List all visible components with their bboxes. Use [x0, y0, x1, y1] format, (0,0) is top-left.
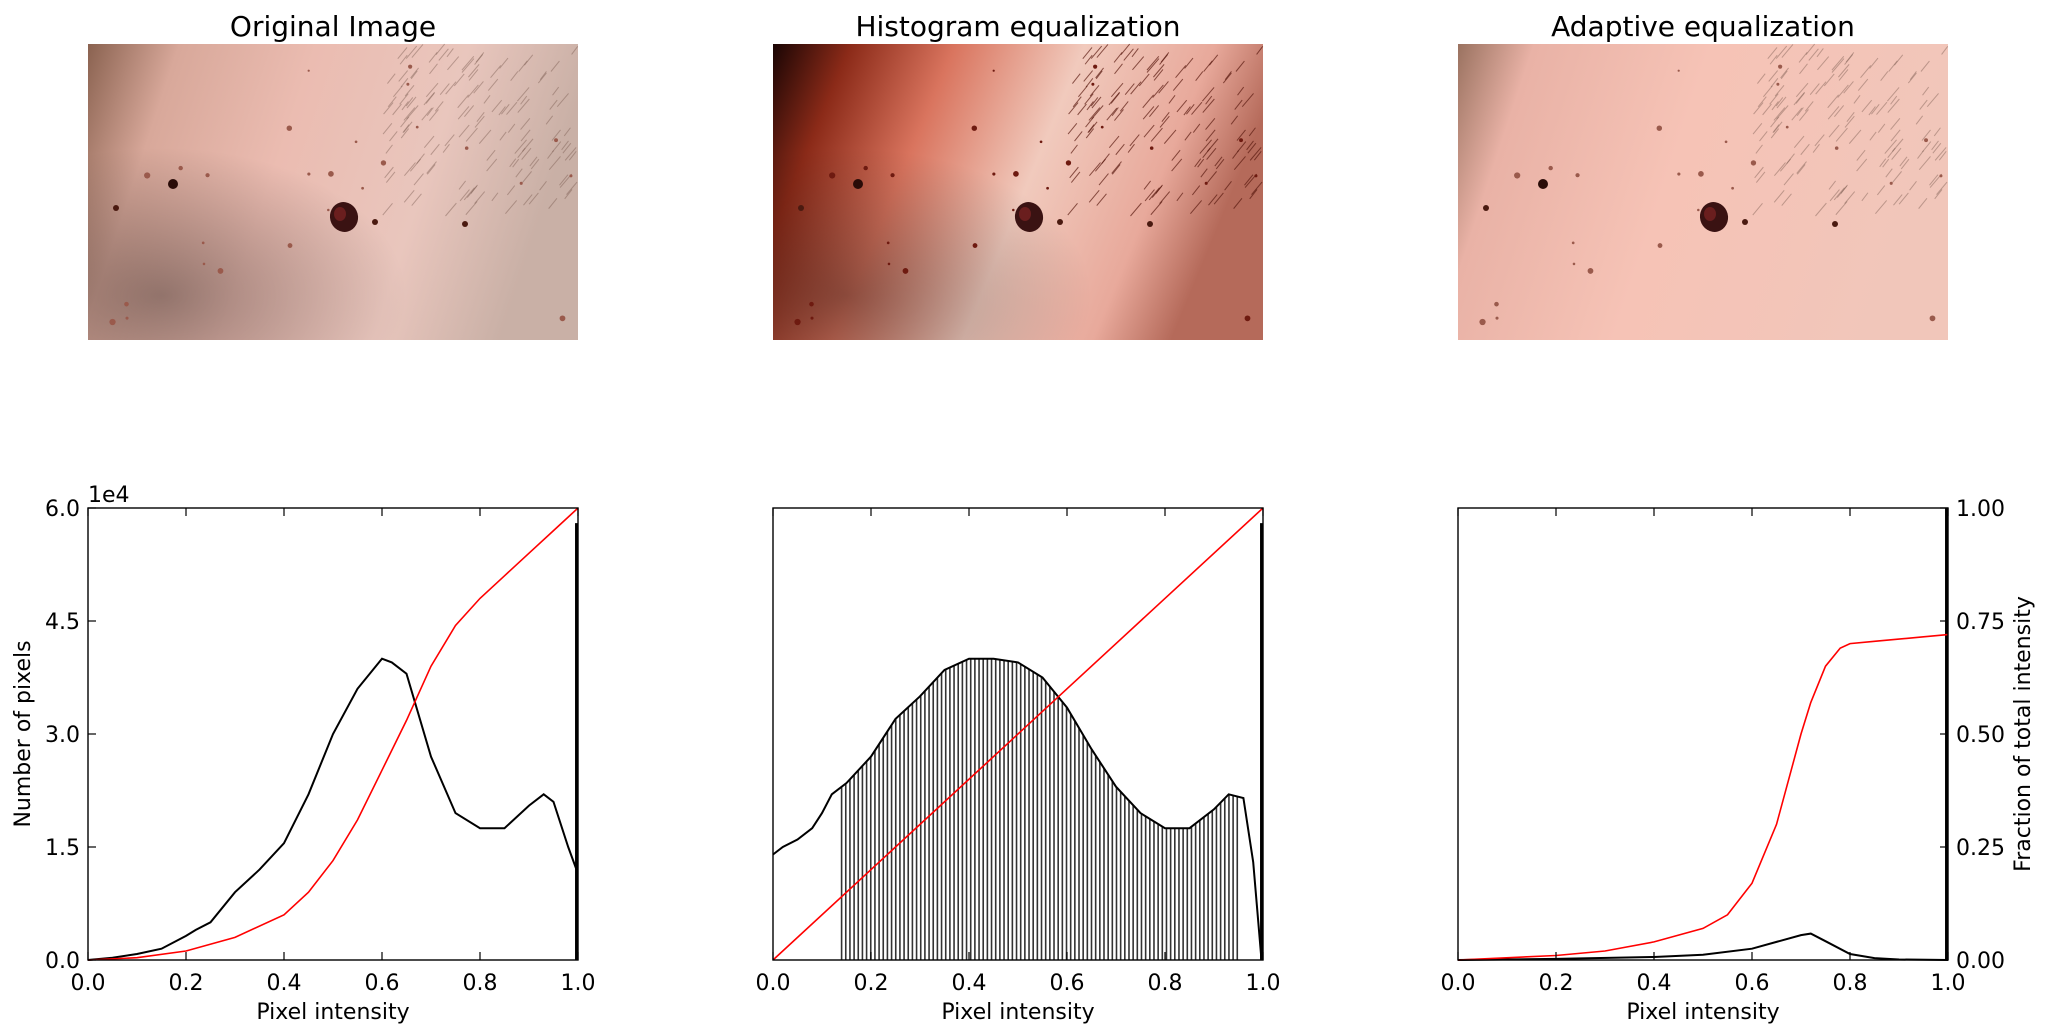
mole-tiny: [1832, 221, 1838, 227]
x-tick-label: 1.0: [561, 971, 596, 996]
image-title: Histogram equalization: [855, 10, 1180, 43]
x-axis-label: Pixel intensity: [941, 1000, 1094, 1025]
y2-tick-label: 0.25: [1956, 836, 2005, 861]
y2-tick-label: 1.00: [1956, 497, 2005, 522]
plot-frame: [1457, 507, 1949, 961]
freckles: [1479, 64, 1943, 326]
image-panel-equalized: Histogram equalization: [773, 10, 1264, 340]
x-tick-label: 0.8: [463, 971, 498, 996]
hair-texture: [382, 43, 579, 217]
y2-tick-label: 0.75: [1956, 610, 2005, 635]
freckles: [794, 64, 1258, 326]
cdf-line: [772, 507, 1264, 961]
y-tick-label: 3.0: [45, 723, 80, 748]
y-axis-label: Number of pixels: [11, 640, 36, 827]
x-tick-label: 0.4: [952, 971, 987, 996]
x-tick-label: 0.4: [267, 971, 302, 996]
mole-tiny: [372, 219, 378, 225]
image-title: Adaptive equalization: [1551, 10, 1855, 43]
x-tick-label: 0.4: [1637, 971, 1672, 996]
x-axis-label: Pixel intensity: [1626, 1000, 1779, 1025]
image-panel-original: Original Image: [88, 10, 579, 340]
y2-tick-label: 0.50: [1956, 723, 2005, 748]
plot-frame: [772, 507, 1264, 961]
x-tick-label: 0.6: [365, 971, 400, 996]
histogram-bars: [840, 658, 1239, 960]
x-tick-label: 0.8: [1148, 971, 1183, 996]
x-tick-label: 1.0: [1931, 971, 1966, 996]
histogram-chart-3: 0.0 0.2 0.4 0.6 0.8 1.0 Pixel intensity 0.00 0.2…: [1441, 497, 2037, 1025]
y2-tick-label: 0.00: [1956, 949, 2005, 974]
y-offset-label: 1e4: [88, 483, 130, 508]
y-tick-label: 6.0: [45, 497, 80, 522]
lesion-core: [334, 207, 346, 221]
hair-texture: [1752, 43, 1949, 217]
histogram-chart-2: 0.0 0.2 0.4 0.6 0.8 1.0 Pixel intensity: [756, 507, 1281, 1025]
lesion-core: [1704, 207, 1716, 221]
y-tick-label: 0.0: [45, 949, 80, 974]
y-tick-label: 4.5: [45, 610, 80, 635]
image-panel-adaptive: Adaptive equalization: [1458, 10, 1949, 340]
mole-tiny: [1147, 221, 1153, 227]
mole-tiny: [1483, 205, 1489, 211]
mole-tiny: [462, 221, 468, 227]
x-tick-label: 0.2: [1539, 971, 1574, 996]
cdf-line: [1457, 633, 1949, 961]
mole-tiny: [798, 205, 804, 211]
x-tick-label: 0.2: [854, 971, 889, 996]
mole-small: [1538, 179, 1548, 189]
mole-tiny: [1057, 219, 1063, 225]
x-tick-label: 0.8: [1833, 971, 1868, 996]
x-axis-label: Pixel intensity: [256, 1000, 409, 1025]
mole-tiny: [113, 205, 119, 211]
x-tick-label: 0.0: [71, 971, 106, 996]
skin-image: [1458, 44, 1948, 340]
x-tick-label: 0.2: [169, 971, 204, 996]
mole-small: [168, 179, 178, 189]
x-tick-label: 0.0: [1441, 971, 1476, 996]
freckles: [109, 64, 573, 326]
histogram-line: [772, 657, 1263, 961]
histogram-chart-1: 0.0 0.2 0.4 0.6 0.8 1.0 Pixel intensity 0.0 1.5 3…: [11, 483, 596, 1025]
mole-tiny: [1742, 219, 1748, 225]
image-title: Original Image: [230, 10, 436, 43]
mole-small: [853, 179, 863, 189]
lesion-core: [1019, 207, 1031, 221]
y2-axis-label: Fraction of total intensity: [2011, 596, 2036, 872]
x-tick-label: 0.0: [756, 971, 791, 996]
y-tick-label: 1.5: [45, 836, 80, 861]
x-tick-label: 1.0: [1246, 971, 1281, 996]
cdf-line: [87, 507, 579, 961]
x-tick-label: 0.6: [1050, 971, 1085, 996]
x-tick-label: 0.6: [1735, 971, 1770, 996]
hair-texture: [1067, 43, 1264, 217]
histogram-line: [87, 657, 578, 961]
